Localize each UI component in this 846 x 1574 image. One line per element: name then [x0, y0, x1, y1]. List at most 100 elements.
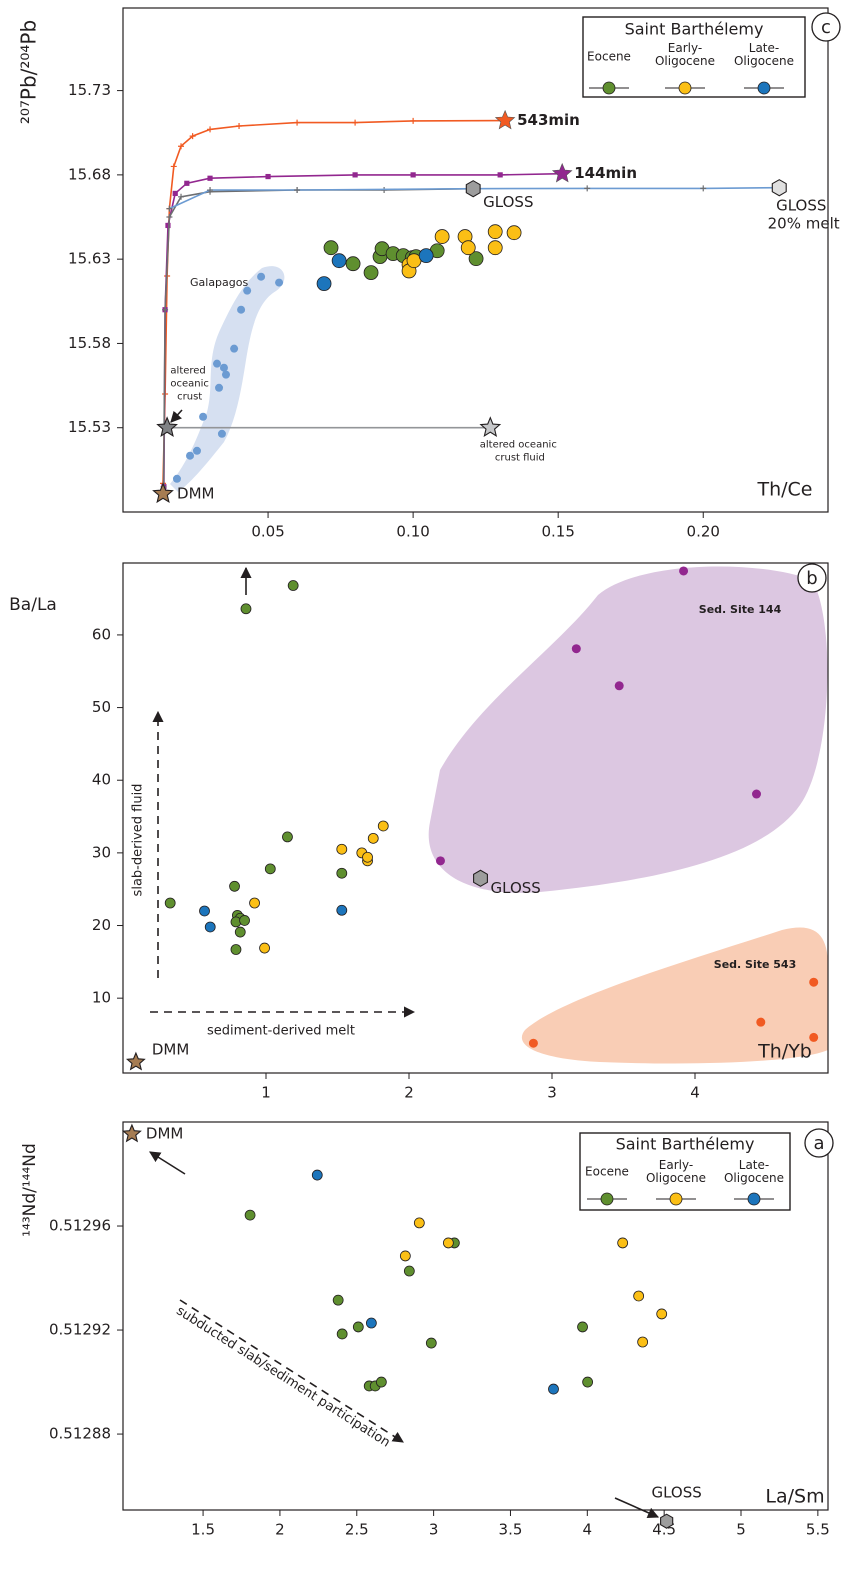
arrow: [614, 1497, 660, 1519]
panel-label-circle: [797, 563, 827, 593]
line-label: 543min: [517, 111, 580, 129]
endmember-marker: [156, 416, 178, 437]
panel-label: c: [821, 17, 831, 38]
field-point: [751, 789, 761, 799]
y-axis-label: Ba/La: [9, 595, 57, 615]
y-tick-label: 15.68: [68, 165, 111, 183]
line-end-star: [551, 162, 573, 183]
endmember-marker: [479, 416, 502, 437]
field-point: [172, 474, 181, 483]
arrow: [149, 1151, 186, 1175]
x-tick-label: 3.5: [499, 1521, 523, 1539]
data-point: [633, 1290, 645, 1302]
panel-label: b: [806, 568, 817, 589]
endmember-label: GLOSS: [483, 193, 533, 211]
legend-marker: [757, 81, 771, 95]
data-point: [287, 580, 299, 591]
arrow: [170, 409, 183, 423]
line-vertex: [352, 172, 358, 178]
legend-marker: [747, 1192, 761, 1206]
x-tick-label: 4: [690, 1084, 700, 1102]
arrow: [179, 1299, 404, 1443]
field-point: [528, 1038, 538, 1048]
endmember-label: altered oceanic crust: [167, 366, 209, 403]
line-vertex: [178, 193, 185, 200]
field-point: [809, 1032, 819, 1042]
legend-label: Late-Oligocene: [734, 41, 794, 68]
field-point: [215, 383, 224, 392]
y-tick-label: 15.58: [68, 334, 111, 352]
data-point: [352, 1321, 364, 1333]
data-point: [229, 880, 240, 892]
endmember-label: altered oceanic crust fluid: [480, 440, 557, 464]
data-point: [240, 603, 252, 615]
plot-frame: [122, 7, 829, 513]
legend-label: Late-Oligocene: [724, 1158, 784, 1185]
data-point: [332, 1294, 344, 1306]
endmember-label: DMM: [146, 1124, 183, 1142]
line-label: 144min: [574, 164, 637, 182]
data-point: [336, 867, 348, 879]
x-tick-label: 1.5: [191, 1521, 215, 1539]
data-point: [487, 240, 503, 256]
y-tick-label: 0.51288: [49, 1425, 111, 1443]
endmember-label: DMM: [152, 1041, 189, 1059]
line-vertex: [497, 172, 503, 178]
line-vertex: [294, 187, 301, 194]
data-point: [656, 1308, 668, 1320]
endmember-marker: [473, 869, 488, 887]
data-point: [331, 253, 347, 269]
legend-title: Saint Barthélemy: [616, 1135, 755, 1154]
data-point: [204, 921, 216, 933]
legend-label: Eocene: [587, 50, 631, 64]
y-tick-label: 10: [92, 989, 111, 1007]
data-point: [377, 820, 389, 832]
line-vertex: [410, 172, 416, 178]
field-point: [186, 451, 195, 460]
data-point: [249, 897, 260, 909]
data-point: [577, 1321, 588, 1333]
data-point: [259, 942, 270, 954]
field-point: [243, 286, 252, 295]
legend-title: Saint Barthélemy: [625, 20, 764, 39]
data-point: [468, 251, 484, 267]
data-point: [363, 265, 379, 281]
x-tick-label: 2.5: [345, 1521, 369, 1539]
data-point: [460, 240, 476, 256]
field-point: [213, 359, 221, 368]
field-label: Sed. Site 543: [714, 958, 796, 971]
endmember-label: DMM: [177, 484, 214, 502]
x-tick-label: 5: [736, 1521, 746, 1539]
line-vertex: [166, 205, 173, 212]
legend-marker: [602, 81, 616, 95]
y-tick-label: 30: [92, 843, 111, 861]
line-vertex: [294, 119, 301, 126]
data-point: [230, 944, 242, 955]
data-point: [582, 1376, 594, 1388]
legend-label: Eocene: [585, 1165, 629, 1179]
galapagos-field: [170, 266, 285, 492]
x-tick-label: 0.20: [687, 523, 720, 541]
line-vertex: [207, 187, 214, 194]
data-point: [442, 1237, 454, 1249]
y-tick-label: 0.51296: [49, 1217, 111, 1235]
endmember-label: GLOSS 20% melt: [763, 196, 840, 232]
line-vertex: [162, 306, 169, 313]
plot-frame: [122, 562, 829, 1074]
x-tick-label: 0.10: [396, 523, 429, 541]
data-point: [399, 1250, 411, 1262]
data-point: [239, 915, 250, 926]
x-tick-label: 2: [275, 1521, 285, 1539]
endmember-marker: [660, 1513, 674, 1529]
plot-frame: [122, 1121, 829, 1511]
endmember-marker: [465, 180, 481, 198]
x-tick-label: 1: [261, 1084, 271, 1102]
data-point: [244, 1209, 256, 1221]
y-tick-label: 60: [92, 625, 111, 643]
data-point: [234, 926, 246, 938]
data-point: [637, 1336, 649, 1348]
annotation: slab-derived fluid: [131, 784, 146, 897]
endmember-marker: [152, 482, 174, 504]
line-vertex: [178, 143, 185, 150]
data-point: [336, 843, 348, 855]
